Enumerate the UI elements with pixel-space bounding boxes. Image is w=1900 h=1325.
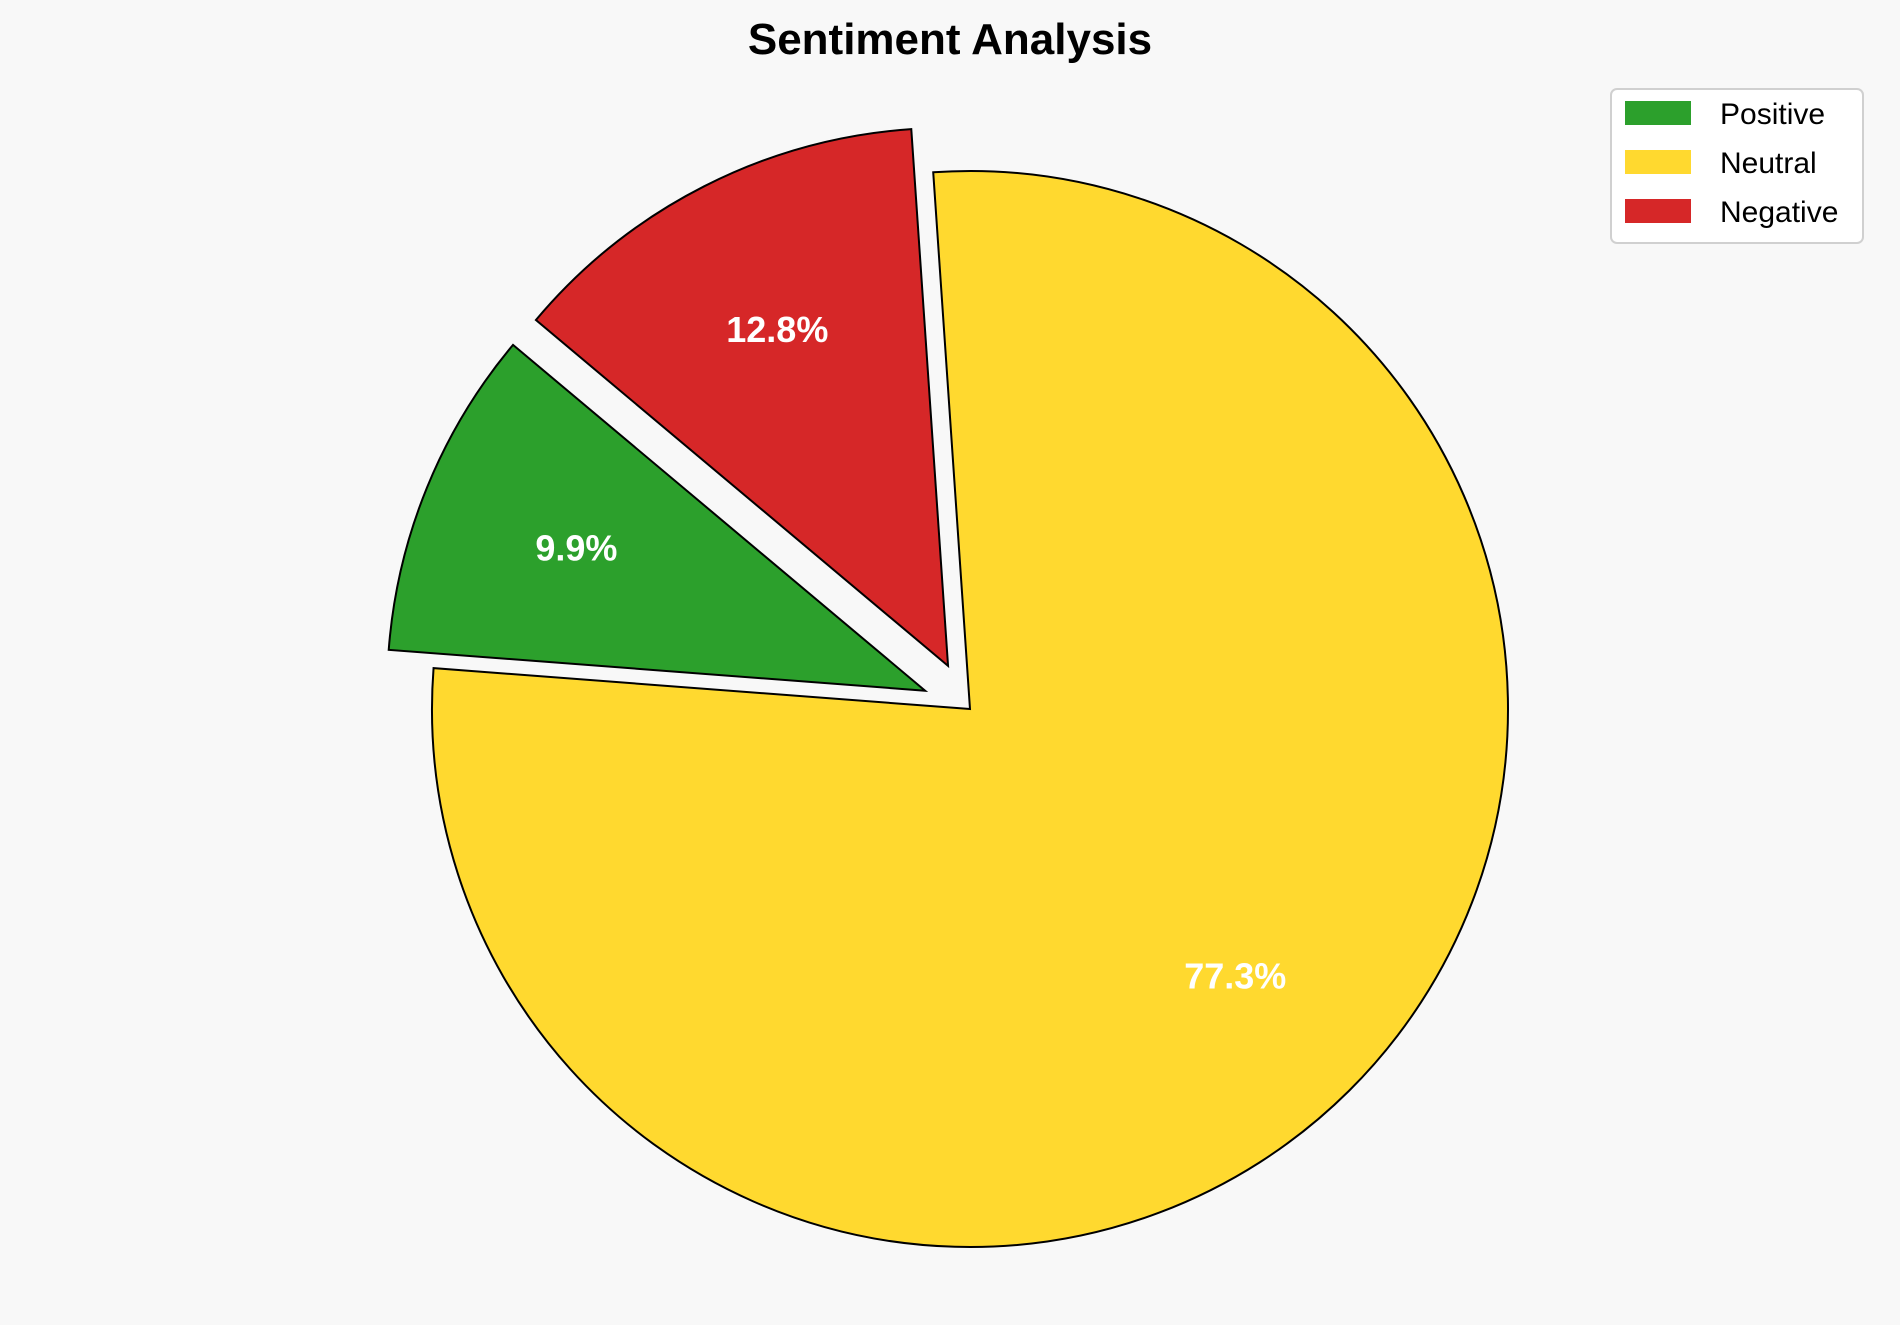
- legend-swatch-negative: [1625, 199, 1691, 223]
- legend-swatch-positive: [1625, 101, 1691, 125]
- legend-label-positive: Positive: [1720, 98, 1825, 131]
- pie-slice-negative: [534, 128, 950, 669]
- chart-title: Sentiment Analysis: [748, 15, 1152, 64]
- pie-slice-positive: [387, 343, 929, 692]
- pie-slice-neutral: [431, 170, 1509, 1248]
- slice-label-positive: 9.9%: [535, 528, 617, 569]
- legend-swatch-neutral: [1625, 150, 1691, 174]
- legend-label-negative: Negative: [1720, 196, 1838, 229]
- slice-label-neutral: 77.3%: [1184, 955, 1286, 996]
- slice-label-negative: 12.8%: [726, 309, 828, 350]
- legend: Positive Neutral Negative: [1610, 88, 1864, 244]
- legend-label-neutral: Neutral: [1720, 147, 1817, 180]
